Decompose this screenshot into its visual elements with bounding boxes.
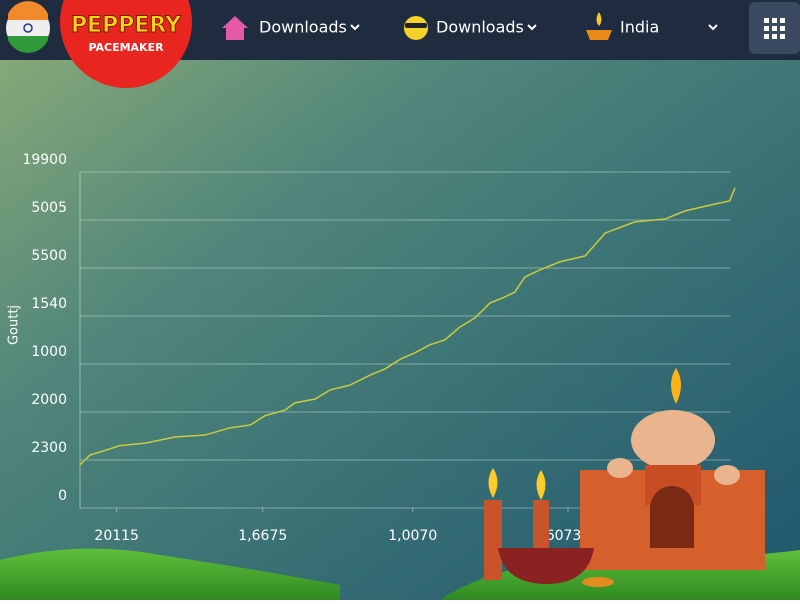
chart: Gouttj 0 2300 2000 1000 1540 5500 5005 19900 201… [7, 152, 736, 544]
logo-title: PEPPERY [71, 13, 182, 38]
x-tick-label: 1,0070 [388, 528, 437, 544]
nav-item[interactable]: Downloads [404, 16, 537, 40]
y-tick-label: 2000 [31, 392, 67, 408]
nav-label: India [620, 18, 659, 37]
x-tick-label: 60735 [546, 528, 591, 544]
logo[interactable]: PEPPERY PACEMAKER [60, 0, 192, 88]
y-tick-label: 19900 [22, 152, 67, 168]
decoration [0, 368, 800, 600]
nav-item[interactable]: Downloads [222, 16, 360, 40]
x-tick-label: 20115 [94, 528, 139, 544]
logo-subtitle: PACEMAKER [88, 41, 164, 54]
nav-label: Downloads [436, 18, 524, 37]
y-axis-label: Gouttj [7, 305, 22, 345]
menu-button[interactable] [749, 2, 800, 54]
y-tick-label: 5500 [31, 248, 67, 264]
data-line [79, 187, 736, 466]
y-tick-label: 1000 [31, 344, 67, 360]
nav-label: Downloads [259, 18, 347, 37]
y-tick-label: 2300 [31, 440, 67, 456]
y-tick-label: 0 [58, 488, 67, 504]
nav-item[interactable]: India [586, 12, 718, 40]
y-tick-label: 5005 [31, 200, 67, 216]
y-tick-label: 1540 [31, 296, 67, 312]
flag [6, 1, 50, 53]
x-tick-label: 1,6675 [238, 528, 287, 544]
